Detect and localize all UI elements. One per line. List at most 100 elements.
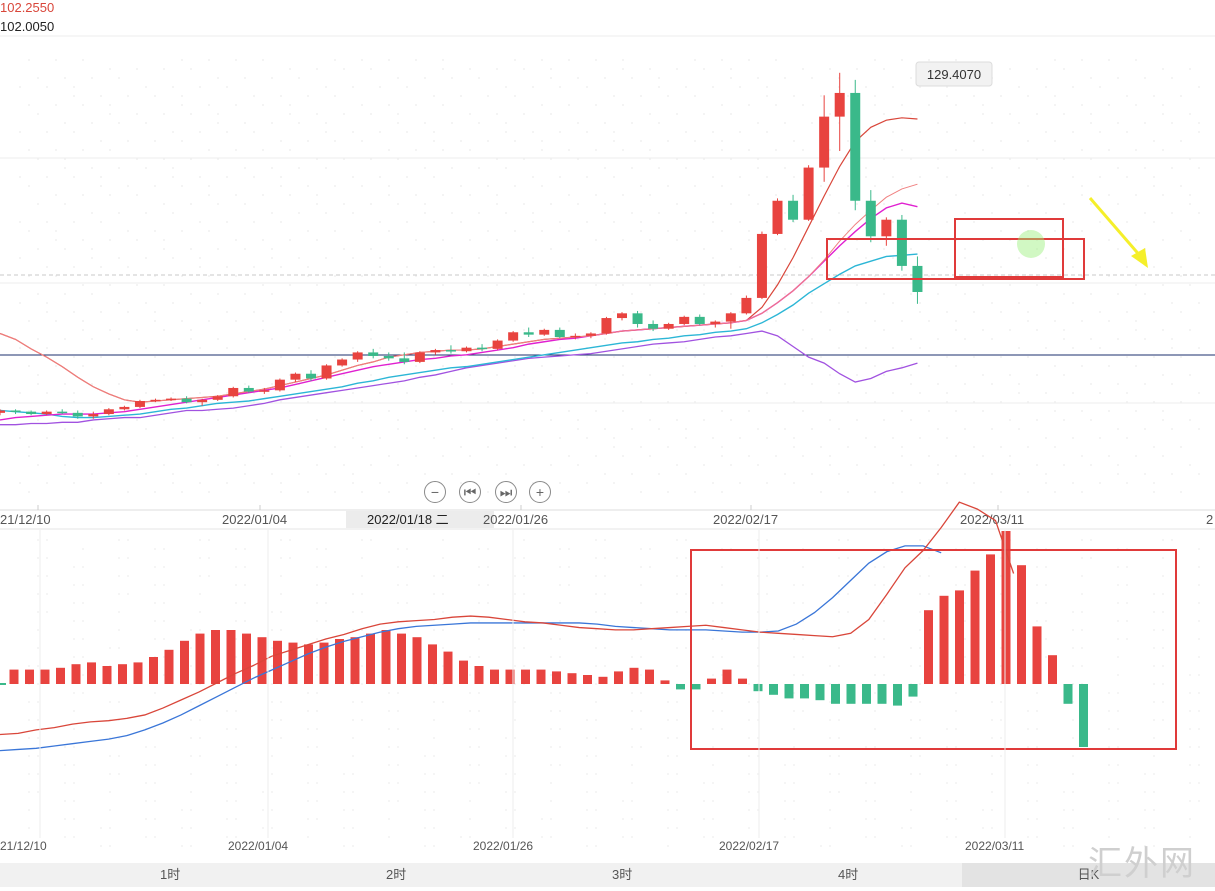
macd-bar (459, 660, 468, 684)
candle-body (181, 398, 192, 403)
candle-body (166, 398, 177, 401)
candle-body (819, 116, 830, 168)
candle-body (554, 329, 565, 338)
top-axis-tick-label: 21/12/10 (0, 512, 51, 527)
peak-tooltip: 129.4070 (915, 61, 993, 87)
tab-daily[interactable]: 日K (962, 863, 1215, 887)
tab-2h[interactable]: 2时 (386, 867, 407, 882)
top-axis-tick-label: 2022/01/26 (483, 512, 548, 527)
candle-body (492, 340, 503, 349)
macd-bar (9, 669, 19, 684)
candle-body (26, 411, 37, 415)
macd-bar (908, 684, 918, 697)
macd-bar (335, 639, 344, 684)
macd-bar (397, 633, 406, 684)
candle-body (259, 390, 270, 392)
dea-line (0, 545, 942, 752)
macd-bar (118, 664, 127, 684)
top-time-axis: 21/12/10 2022/01/04 2022/01/26 2022/02/17 20… (0, 505, 1213, 527)
top-axis-tick-label: 2022/02/17 (713, 512, 778, 527)
macd-bar (629, 667, 639, 684)
macd-bar (1048, 655, 1057, 684)
candle-body (539, 329, 550, 335)
macd-bar (443, 651, 453, 684)
macd-bar (753, 684, 763, 692)
macd-bar (350, 637, 360, 684)
band-lower-line (0, 330, 918, 426)
candle-body (430, 350, 441, 353)
candle-body (88, 414, 99, 417)
macd-bar (800, 684, 809, 699)
jump-end-button[interactable]: ⏭ (495, 481, 517, 503)
zoom-out-button[interactable]: − (424, 481, 446, 503)
bottom-axis-tick-label: 2022/01/26 (473, 839, 533, 853)
candle-body (896, 219, 907, 266)
macd-bar (381, 630, 391, 684)
price-label-second: 102.0050 (0, 19, 55, 34)
macd-bar (366, 633, 375, 684)
macd-bar (474, 666, 484, 684)
candle-body (508, 332, 519, 341)
macd-bar (939, 595, 949, 684)
ma-pink-line (0, 202, 918, 421)
macd-bar (676, 684, 685, 690)
candle-body (710, 321, 721, 324)
macd-bar (722, 669, 732, 684)
candle-body (850, 92, 861, 201)
timeframe-bar: 1时 2时 3时 4时 日K (0, 863, 1215, 887)
macd-bar (536, 669, 546, 684)
candle-body (477, 347, 488, 350)
macd-bar (505, 669, 515, 684)
macd-bar (846, 684, 856, 704)
candle-body (694, 316, 705, 324)
candle-body (10, 410, 21, 412)
macd-bar (195, 633, 205, 684)
zoom-in-button[interactable]: + (529, 481, 551, 503)
tab-3h[interactable]: 3时 (612, 867, 633, 882)
band-upper-series (0, 117, 918, 403)
macd-histogram-series (9, 531, 1088, 747)
macd-bar (288, 642, 298, 684)
candle-body (72, 412, 83, 417)
candle-body (57, 411, 68, 414)
macd-bar (614, 671, 623, 684)
jump-start-button[interactable]: ⏮ (459, 481, 481, 503)
dif-series (0, 501, 1015, 736)
bottom-axis-tick-label: 2022/01/04 (228, 839, 288, 853)
candle-body (197, 399, 208, 403)
candle-body (383, 355, 394, 359)
candle-body (352, 352, 363, 360)
dif-line (0, 501, 1015, 736)
macd-bar (893, 684, 902, 706)
bottom-time-axis: 21/12/10 2022/01/04 2022/01/26 2022/02/17 20… (0, 530, 1024, 853)
macd-bar (25, 669, 34, 684)
macd-bar (180, 640, 189, 684)
top-axis-tick-label: 2022/03/11 (960, 512, 1024, 527)
down-arrow-icon (1088, 197, 1148, 268)
macd-bar (660, 680, 670, 684)
macd-bar (1032, 626, 1042, 684)
candle-body (103, 409, 114, 415)
bottom-axis-tick-label: 21/12/10 (0, 839, 47, 853)
candle-body (725, 313, 736, 322)
tab-4h[interactable]: 4时 (838, 867, 859, 882)
band-lower-series (0, 330, 918, 426)
candle-body (212, 396, 223, 400)
candle-body (648, 323, 659, 329)
macd-bar (769, 684, 778, 695)
candle-body (585, 333, 596, 336)
macd-bar (738, 678, 747, 684)
macd-bar (521, 669, 530, 684)
candle-body (228, 387, 239, 397)
macd-bar (428, 644, 437, 684)
macd-bar (986, 554, 995, 684)
bottom-axis-tick-label: 2022/02/17 (719, 839, 779, 853)
candle-body (134, 400, 145, 407)
crosshair-date-box (346, 511, 494, 528)
candle-body (617, 313, 627, 319)
candle-body (368, 352, 379, 356)
macd-bar (149, 657, 158, 684)
candle-body (290, 373, 301, 380)
tab-1h[interactable]: 1时 (160, 867, 181, 882)
